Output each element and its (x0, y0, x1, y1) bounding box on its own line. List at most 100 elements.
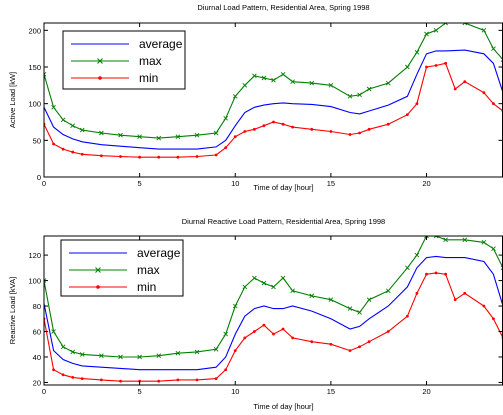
x-tick-label: 5 (138, 387, 142, 396)
chart-2: Diurnal Reactive Load Pattern, Residenti… (8, 217, 503, 411)
data-point (366, 86, 372, 92)
series-line-min (44, 62, 503, 158)
data-point (252, 73, 257, 79)
data-point (156, 135, 162, 141)
data-point (462, 23, 468, 26)
data-point (61, 373, 65, 377)
data-point (482, 91, 486, 95)
data-point (214, 377, 218, 381)
data-point (491, 46, 496, 51)
legend: average max min (62, 30, 186, 90)
data-point (329, 342, 333, 346)
data-point (213, 347, 219, 352)
data-point (223, 331, 229, 337)
data-point (52, 142, 55, 146)
x-tick-label: 15 (327, 387, 335, 396)
data-point (386, 330, 390, 333)
data-point (385, 288, 391, 294)
data-point (156, 353, 162, 359)
data-point (70, 123, 76, 128)
legend-label-max: max (137, 263, 160, 277)
data-point (290, 79, 295, 84)
data-point (309, 293, 315, 299)
data-point (261, 75, 267, 81)
data-point (60, 117, 66, 123)
series-average (44, 255, 503, 371)
chart-title: Diurnal Load Pattern, Residential Area, … (197, 3, 369, 12)
data-point (405, 64, 410, 70)
x-axis-label: Time of day [hour] (253, 402, 313, 411)
data-point (357, 92, 362, 98)
data-point (99, 378, 103, 382)
data-point (358, 345, 361, 349)
x-tick-label: 20 (422, 387, 430, 396)
data-point (232, 303, 238, 309)
data-point (415, 102, 419, 106)
series-line-average (44, 255, 503, 371)
x-tick-label: 0 (42, 387, 46, 396)
data-point (80, 377, 84, 381)
data-point (44, 72, 47, 77)
legend-label-min: min (139, 71, 158, 85)
data-point (463, 291, 467, 295)
data-point (213, 130, 219, 136)
data-point (386, 122, 390, 126)
data-point (444, 61, 448, 65)
data-point (138, 155, 142, 159)
legend-label-max: max (139, 54, 162, 68)
y-tick-label: 100 (28, 100, 41, 109)
data-point (176, 378, 180, 382)
data-point (290, 288, 295, 294)
data-point (348, 349, 352, 353)
data-point (223, 116, 229, 121)
data-point (243, 130, 247, 133)
data-point (434, 271, 438, 275)
data-point (405, 265, 410, 271)
legend-marker (95, 267, 101, 273)
data-point (405, 113, 409, 117)
chart-1: Diurnal Load Pattern, Residential Area, … (8, 3, 503, 192)
data-point (491, 246, 496, 252)
data-point (481, 240, 487, 245)
data-point (118, 354, 123, 360)
series-min (44, 61, 503, 159)
data-point (261, 280, 267, 286)
data-point (281, 122, 285, 126)
data-point (51, 329, 56, 334)
legend-label-average: average (139, 37, 183, 51)
data-point (79, 127, 85, 133)
data-point (425, 65, 428, 69)
data-point (367, 340, 371, 344)
data-point (443, 237, 448, 243)
data-point (61, 147, 65, 151)
y-tick-label: 120 (28, 251, 41, 260)
data-point (309, 80, 315, 86)
y-tick-label: 100 (28, 277, 41, 286)
y-axis-label: Active Load [kW] (8, 72, 17, 128)
data-point (310, 127, 314, 131)
y-tick-label: 80 (33, 302, 41, 311)
data-point (194, 349, 200, 355)
data-point (195, 155, 199, 158)
data-point (424, 236, 429, 239)
x-tick-label: 20 (422, 179, 430, 188)
data-point (462, 237, 468, 243)
data-point (291, 336, 295, 340)
series-max (44, 23, 503, 141)
data-point (271, 284, 276, 290)
series-line-min (44, 272, 503, 382)
data-point (99, 353, 104, 359)
data-point (367, 127, 371, 131)
data-point (252, 330, 256, 333)
data-point (433, 236, 439, 239)
data-point (481, 28, 487, 33)
data-point (425, 272, 428, 276)
data-point (252, 275, 257, 281)
data-point (414, 50, 420, 55)
data-point (119, 379, 122, 383)
data-point (414, 252, 420, 258)
data-point (443, 23, 448, 26)
data-point (424, 31, 429, 37)
data-point (224, 146, 228, 150)
x-tick-label: 5 (138, 179, 142, 188)
